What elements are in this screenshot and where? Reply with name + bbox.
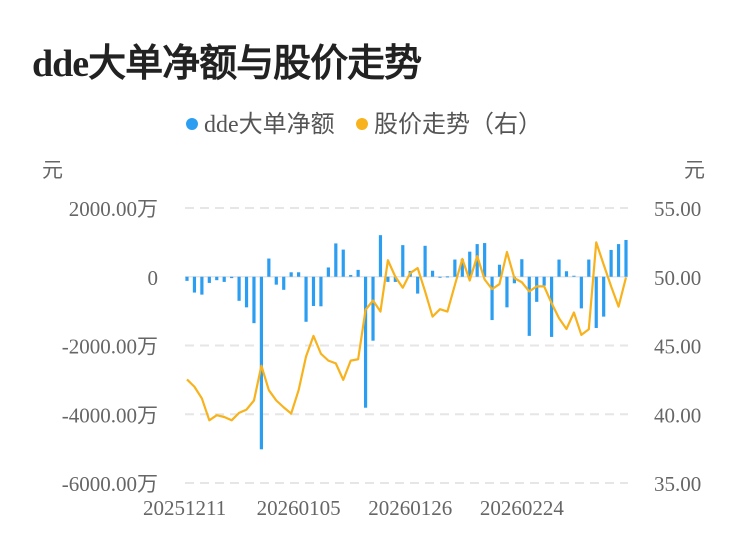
left-tick-label: -2000.00万 <box>62 335 158 359</box>
dde-bar[interactable] <box>297 272 301 277</box>
dde-bar[interactable] <box>289 272 293 277</box>
dde-bar[interactable] <box>616 244 621 277</box>
dde-bar[interactable] <box>304 276 308 322</box>
chart-title: dde大单净额与股价走势 <box>32 43 422 85</box>
dde-bar[interactable] <box>624 239 628 277</box>
dde-bar[interactable] <box>416 276 420 294</box>
dde-bar[interactable] <box>393 276 397 282</box>
dde-bar[interactable] <box>237 276 241 301</box>
dde-bar[interactable] <box>512 276 516 284</box>
dde-bar[interactable] <box>602 276 606 317</box>
price-line <box>186 241 628 422</box>
dde-bar[interactable] <box>207 276 211 283</box>
dde-bar[interactable] <box>542 276 546 286</box>
dde-bar[interactable] <box>363 276 368 408</box>
right-tick-label: 45.00 <box>654 335 701 359</box>
x-tick-label: 20260224 <box>480 496 565 520</box>
dde-bar[interactable] <box>453 259 457 277</box>
dde-bar[interactable] <box>609 249 613 277</box>
legend-item-price[interactable]: 股价走势（右） <box>356 111 542 138</box>
dde-bar[interactable] <box>483 243 487 277</box>
dde-bar[interactable] <box>200 276 204 295</box>
dde-bar[interactable] <box>572 275 576 277</box>
dde-bar[interactable] <box>438 276 442 278</box>
legend-marker-dde <box>186 118 198 130</box>
dde-bar[interactable] <box>252 276 256 324</box>
dde-bar[interactable] <box>527 276 531 336</box>
dde-bar[interactable] <box>490 276 494 321</box>
right-tick-label: 40.00 <box>654 403 701 427</box>
legend-label-price: 股价走势（右） <box>374 111 542 138</box>
x-tick-label: 20251211 <box>143 496 226 520</box>
dde-bar[interactable] <box>319 276 323 307</box>
dde-bar[interactable] <box>423 245 427 277</box>
dde-bar[interactable] <box>185 276 189 281</box>
x-tick-label: 20260105 <box>257 496 341 520</box>
dde-bar[interactable] <box>497 264 502 277</box>
dde-bar[interactable] <box>468 251 472 277</box>
dde-bar[interactable] <box>557 259 561 277</box>
dde-bar[interactable] <box>341 249 345 277</box>
dde-bar[interactable] <box>445 276 450 278</box>
dde-bar[interactable] <box>356 269 360 277</box>
legend-label-dde: dde大单净额 <box>204 111 335 138</box>
dde-bar[interactable] <box>349 275 353 277</box>
left-tick-label: -4000.00万 <box>62 403 158 427</box>
dde-bar[interactable] <box>587 259 591 277</box>
left-tick-label: 2000.00万 <box>69 197 158 221</box>
legend-item-dde[interactable]: dde大单净额 <box>186 111 335 138</box>
left-tick-label: 0 <box>148 266 159 290</box>
dde-bar[interactable] <box>475 244 479 277</box>
right-tick-label: 50.00 <box>654 266 701 290</box>
legend: dde大单净额 股价走势（右） <box>186 111 542 138</box>
dde-bar[interactable] <box>401 245 405 277</box>
right-axis-unit: 元 <box>684 158 705 182</box>
dde-bar[interactable] <box>215 276 219 281</box>
dde-bar[interactable] <box>378 235 383 277</box>
right-tick-label: 35.00 <box>654 472 701 496</box>
dde-bar[interactable] <box>505 276 509 308</box>
dde-bar[interactable] <box>274 276 278 285</box>
dde-bar[interactable] <box>311 276 316 306</box>
dde-bar[interactable] <box>244 276 249 308</box>
left-axis-unit: 元 <box>42 158 63 182</box>
dde-bar[interactable] <box>259 276 264 450</box>
dde-bar[interactable] <box>326 267 330 277</box>
dde-bar[interactable] <box>192 276 197 293</box>
left-tick-label: -6000.00万 <box>62 472 158 496</box>
x-tick-label: 20260126 <box>368 496 452 520</box>
dde-bar[interactable] <box>579 276 583 309</box>
dde-bar[interactable] <box>371 276 375 341</box>
dde-bar[interactable] <box>594 276 598 328</box>
dde-bar[interactable] <box>430 270 435 277</box>
dde-bar[interactable] <box>535 276 539 302</box>
dde-bar[interactable] <box>549 276 554 337</box>
dde-bar[interactable] <box>282 276 286 290</box>
legend-marker-price <box>356 118 368 130</box>
dde-bar[interactable] <box>460 259 464 277</box>
dde-bar[interactable] <box>230 276 234 279</box>
dde-bar[interactable] <box>564 271 569 277</box>
dde-bar[interactable] <box>222 276 226 282</box>
dde-bar[interactable] <box>267 258 271 277</box>
right-tick-label: 55.00 <box>654 197 701 221</box>
dde-bar[interactable] <box>386 276 390 282</box>
dde-bar[interactable] <box>520 259 524 277</box>
dde-bar[interactable] <box>334 243 338 277</box>
